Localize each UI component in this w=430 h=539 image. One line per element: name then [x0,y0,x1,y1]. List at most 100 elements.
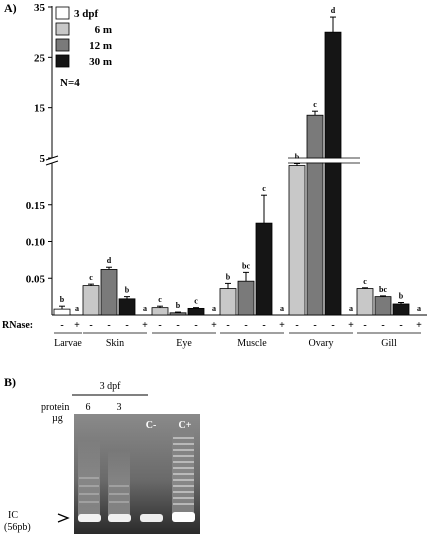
significance-letter: b [125,286,130,295]
rnase-sign: - [194,320,197,331]
significance-letter: a [75,304,79,313]
gel-panel: 3 dpf protein µg 6 3 [4,381,200,534]
significance-letter: d [107,256,112,265]
legend-label: 6 m [95,24,112,36]
rnase-sign: - [125,320,128,331]
bar [53,308,71,316]
bar [100,269,118,316]
significance-letter: a [143,304,147,313]
significance-letter: b [176,301,181,310]
significance-letter: b [226,272,231,281]
bar [151,307,169,316]
gel-lane-label-1: 6 [86,402,91,413]
y-tick-label: 0.10 [26,237,46,249]
rnase-sign: - [381,320,384,331]
gel-unit-label: µg [52,413,63,424]
rnase-sign: + [348,320,354,331]
rnase-sign: + [142,320,148,331]
gel-ic-band-2 [108,514,131,522]
gel-header: 3 dpf [100,381,122,392]
gel-protein-label: protein [41,402,69,413]
gel-ladder-bands [173,437,194,505]
bar [187,307,205,316]
y-tick-label: 35 [34,2,46,14]
rnase-sign: - [244,320,247,331]
rnase-sign: + [416,320,422,331]
bar [306,114,324,316]
gel-lane-label-2: 3 [117,402,122,413]
y-tick-label: 15 [34,103,46,115]
axis-break-gap [286,158,360,163]
bar [219,288,237,316]
legend-swatch [55,22,70,36]
rnase-label: RNase: [2,320,33,331]
significance-letter: bc [379,285,387,294]
legend-swatch [55,54,70,68]
legend-label: 30 m [89,56,112,68]
significance-letter: c [158,295,162,304]
bar [356,288,374,316]
gel-band-size: (56pb) [4,522,31,533]
y-ticks: 0.05 0.10 0.15 5 15 25 35 [26,2,52,285]
bar [392,303,410,316]
rnase-sign: - [60,320,63,331]
gel-control-negative: C- [146,420,157,431]
panel-b-label: B) [4,375,16,389]
rnase-sign: - [331,320,334,331]
significance-letter: a [417,304,421,313]
significance-letter: a [280,304,284,313]
group-label: Skin [106,338,124,349]
rnase-sign: - [158,320,161,331]
group-label: Eye [176,338,192,349]
bar [324,31,342,316]
sample-size-label: N=4 [60,77,80,89]
axis-break-mark-2 [45,160,59,166]
rnase-sign: - [399,320,402,331]
gel-band-label: IC [8,510,18,521]
significance-letter: bc [242,261,250,270]
rnase-sign: - [313,320,316,331]
significance-letter: c [363,277,367,286]
rnase-sign: + [279,320,285,331]
significance-letter: c [89,273,93,282]
gel-ic-band-4 [172,512,195,522]
gel-ic-band-3 [140,514,163,522]
legend-label: 12 m [89,40,112,52]
legend-swatch [55,6,70,20]
bar [374,296,392,316]
significance-letter: c [313,100,317,109]
gel-control-positive: C+ [179,420,192,431]
significance-letter: b [60,295,65,304]
bar [169,312,187,316]
group-label: Muscle [237,338,267,349]
gel-band-arrow-icon [57,513,70,523]
group-labels: Larvae Skin Eye Muscle Ovary Gill [54,332,421,349]
y-tick-label: 0.05 [26,273,46,285]
rnase-sign: - [226,320,229,331]
y-tick-label: 25 [34,52,46,64]
rnase-sign: + [211,320,217,331]
rnase-sign: + [74,320,80,331]
rnase-sign: - [89,320,92,331]
bar [118,298,136,316]
group-label: Larvae [54,338,82,349]
legend-label: 3 dpf [74,8,98,20]
rnase-sign: - [363,320,366,331]
rnase-sign: - [176,320,179,331]
bar [288,165,306,316]
bar [82,285,100,316]
rnase-sign: - [262,320,265,331]
significance-letter: a [212,304,216,313]
group-label: Gill [381,338,397,349]
bar [237,280,255,316]
significance-letter: b [295,153,300,162]
significance-letter: b [399,292,404,301]
group-label: Ovary [309,338,334,349]
gel-ic-band-1 [78,514,101,522]
bars: b - a + c - d - b - a + c - b - c - a + b - bc - c - a + b - c - d - a + c - b… [53,6,422,331]
y-tick-label: 5 [40,153,46,165]
rnase-sign: - [107,320,110,331]
legend: 3 dpf 6 m 12 m 30 m [55,6,112,68]
gel-lane-smear-2 [108,450,130,515]
